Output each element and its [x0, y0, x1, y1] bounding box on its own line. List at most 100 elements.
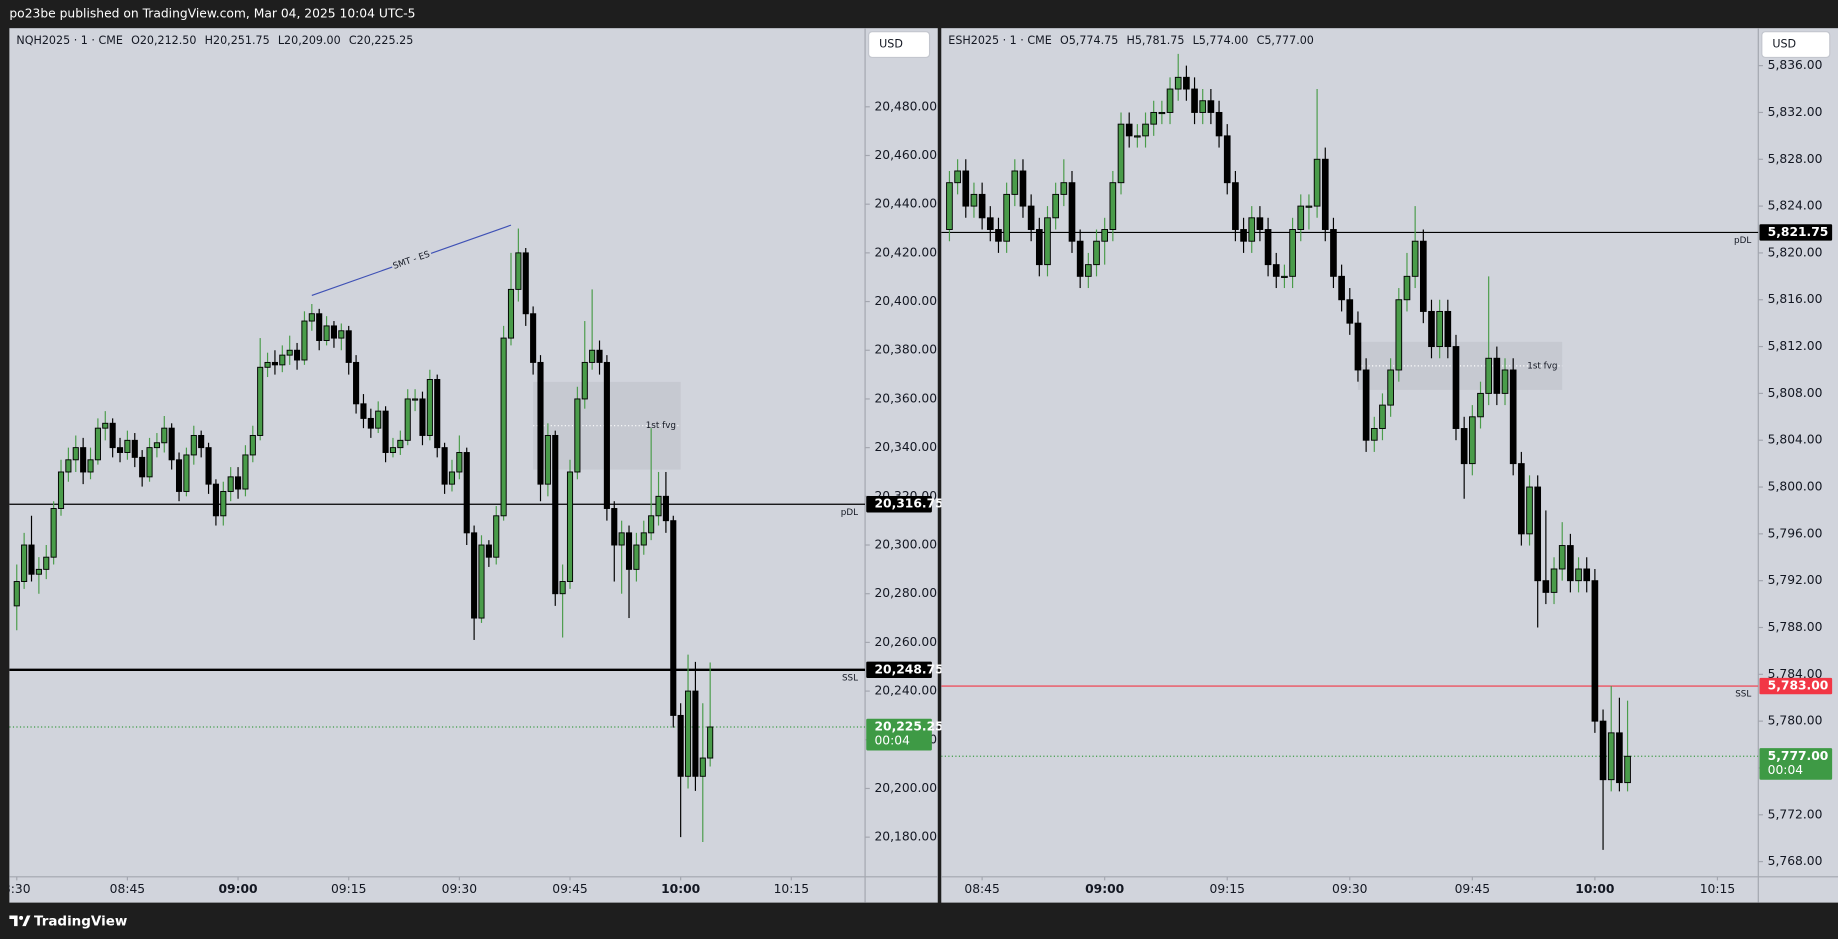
- candle-body: [1485, 357, 1493, 394]
- candle-body: [954, 170, 961, 184]
- candle-body: [1281, 275, 1288, 278]
- candle-body: [212, 483, 219, 517]
- y-tick-label: 5,828.00: [1768, 152, 1823, 166]
- candle-body: [57, 471, 65, 509]
- level-price-label: 5,783.00: [1768, 679, 1829, 693]
- candle-body: [1166, 88, 1174, 113]
- candle-body: [198, 434, 205, 449]
- candle-body: [618, 532, 625, 546]
- candle-body: [1362, 369, 1370, 441]
- candle-body: [1011, 170, 1019, 195]
- candle-body: [1395, 299, 1403, 371]
- candle-body: [360, 403, 367, 419]
- candle-body: [1460, 428, 1468, 465]
- candle-body: [389, 447, 397, 453]
- candle-body: [1370, 428, 1378, 441]
- candle-body: [1240, 229, 1247, 242]
- x-tick-label: 09:00: [1085, 882, 1124, 896]
- x-tick-label: 09:00: [218, 882, 257, 896]
- y-tick-label: 5,784.00: [1768, 667, 1823, 681]
- candle-body: [1411, 240, 1419, 277]
- y-tick-label: 20,180.00: [874, 830, 937, 844]
- candle-body: [1419, 240, 1427, 312]
- candle-body: [559, 581, 566, 595]
- candle-body: [175, 459, 183, 492]
- candle-body: [448, 471, 456, 485]
- level-price-box: [866, 661, 932, 678]
- candle-body: [1599, 720, 1607, 781]
- candle-body: [279, 354, 286, 366]
- y-tick-label: 5,780.00: [1768, 714, 1823, 728]
- y-tick-label: 5,788.00: [1768, 620, 1823, 634]
- ohlc-value: L5,774.00: [1193, 34, 1249, 47]
- y-tick-label: 5,824.00: [1768, 199, 1823, 213]
- candle-body: [633, 544, 640, 570]
- candle-body: [692, 690, 699, 777]
- candle-body: [1526, 486, 1533, 535]
- x-tick-label: 09:15: [331, 882, 366, 896]
- candle-body: [353, 361, 360, 405]
- currency-button-bg: [868, 31, 931, 59]
- candle-body: [1027, 205, 1035, 230]
- x-tick-label: 09:45: [1455, 882, 1490, 896]
- candle-body: [478, 544, 485, 619]
- y-tick-label: 5,808.00: [1768, 386, 1823, 400]
- candle-body: [434, 378, 441, 449]
- y-tick-label: 5,804.00: [1768, 433, 1823, 447]
- candle-body: [102, 422, 109, 429]
- candle-body: [1379, 404, 1386, 429]
- ohlc-value: C5,777.00: [1257, 34, 1314, 47]
- candle-body: [1493, 357, 1501, 394]
- y-tick-label: 5,796.00: [1768, 526, 1823, 540]
- candle-body: [1109, 182, 1117, 230]
- candle-body: [1174, 76, 1182, 90]
- candle-body: [80, 447, 87, 473]
- candle-body: [1232, 182, 1239, 230]
- candle-body: [301, 320, 308, 361]
- plot-area: 1st fvg pDL SSL: [941, 53, 1759, 850]
- candle-body: [1558, 545, 1566, 570]
- y-tick-label: 20,440.00: [874, 197, 937, 211]
- candle-body: [530, 313, 537, 363]
- logo-dot: [19, 915, 24, 920]
- ohlc-value: H5,781.75: [1126, 34, 1184, 47]
- symbol-title: NQH2025 · 1 · CME: [16, 34, 122, 47]
- candle-body: [419, 398, 426, 436]
- last-price-label: 5,777.00: [1768, 749, 1829, 763]
- candle-body: [72, 447, 79, 461]
- candle-body: [441, 447, 448, 485]
- candle-body: [1289, 229, 1296, 277]
- y-tick-label: 5,792.00: [1768, 573, 1823, 587]
- y-tick-label: 5,816.00: [1768, 292, 1823, 306]
- candle-body: [581, 361, 588, 400]
- y-tick-label: 5,812.00: [1768, 339, 1823, 353]
- trendline-label-bg: [390, 249, 433, 273]
- currency-button[interactable]: USD: [879, 38, 903, 51]
- candle-body: [1125, 123, 1133, 137]
- candle-body: [471, 532, 478, 619]
- logo-mark: [22, 915, 31, 927]
- candle-body: [330, 325, 338, 339]
- candle-body: [13, 581, 20, 607]
- candle-body: [367, 417, 374, 429]
- y-tick-label: 20,360.00: [874, 391, 937, 405]
- symbol-title: ESH2025 · 1 · CME: [948, 34, 1051, 47]
- candle-body: [161, 427, 168, 444]
- fvg-label: 1st fvg: [646, 421, 676, 431]
- candle-body: [1436, 310, 1443, 348]
- candle-body: [485, 544, 492, 558]
- currency-button[interactable]: USD: [1772, 38, 1796, 51]
- candle-body: [986, 217, 994, 230]
- candle-body: [1142, 123, 1149, 137]
- candle-body: [1085, 264, 1092, 277]
- candle-body: [308, 313, 315, 322]
- x-tick-label: 09:30: [442, 882, 477, 896]
- candle-body: [1452, 346, 1460, 429]
- candle-body: [1117, 123, 1125, 184]
- candle-body: [662, 495, 669, 522]
- bar-countdown: 00:04: [1768, 763, 1804, 777]
- y-tick-label: 5,768.00: [1768, 854, 1823, 868]
- y-tick-label: 5,800.00: [1768, 480, 1823, 494]
- candle-body: [1354, 322, 1362, 371]
